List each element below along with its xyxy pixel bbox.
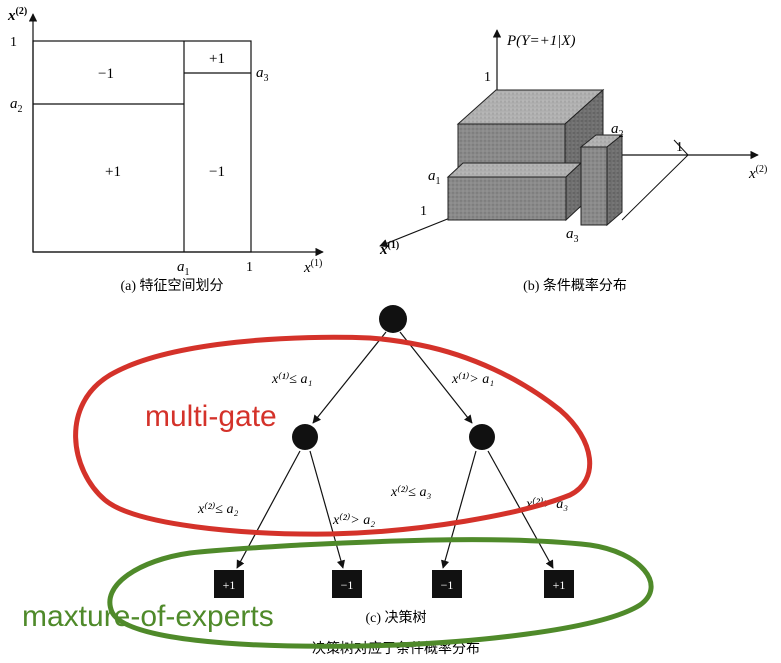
red-label-multi-gate: multi-gate bbox=[145, 400, 277, 433]
tree-edge-label-root-left: x⁽¹⁾≤ a₁ bbox=[271, 372, 312, 387]
tree-edge-label-root-right: x⁽¹⁾> a₁ bbox=[451, 372, 494, 387]
panel-a-x-axis-label: x(1) bbox=[303, 258, 322, 276]
panel-b-x1-axis-label: x(1) bbox=[379, 240, 399, 258]
tree-node-left bbox=[292, 424, 318, 450]
panel-b-tick-a1: a1 bbox=[428, 168, 441, 187]
tree-root-node bbox=[379, 305, 407, 333]
tree-leaf-3 bbox=[432, 570, 462, 598]
panel-b-x2-tick bbox=[673, 139, 689, 156]
panel-a-feature-space: x(2) 1 a2 a1 1 a3 x(1) −1 +1 +1 −1 (a) 特… bbox=[7, 6, 324, 294]
panel-a-tick-x-1: 1 bbox=[246, 260, 253, 275]
panel-b-block-slab-side bbox=[606, 133, 623, 227]
panel-b-tick-x2-1: 1 bbox=[676, 140, 683, 155]
tree-edge-root-right bbox=[399, 331, 473, 424]
tree-leaf-4 bbox=[544, 570, 574, 598]
panel-a-region-box bbox=[32, 40, 252, 253]
panel-b-caption: (b) 条件概率分布 bbox=[523, 277, 627, 294]
panel-b-z-axis-label: P(Y=+1|X) bbox=[506, 33, 576, 49]
tree-edge-right-left bbox=[441, 450, 477, 569]
panel-a-y-axis-label: x(2) bbox=[7, 6, 27, 24]
panel-a-tick-y-a2: a2 bbox=[10, 96, 23, 115]
green-loop-experts bbox=[107, 537, 654, 649]
panel-a-region-bottom-right: −1 bbox=[209, 164, 225, 180]
tree-edge-root-left bbox=[312, 331, 387, 424]
tree-leaf-4-label: +1 bbox=[553, 578, 566, 592]
tree-edge-label-left-left: x⁽²⁾≤ a₂ bbox=[197, 502, 238, 517]
panel-c-decision-tree: +1 −1 −1 +1 x⁽¹⁾≤ a₁ x⁽¹⁾> a₁ x⁽²⁾≤ a₂ x… bbox=[197, 305, 574, 657]
panel-b-conditional-probability: P(Y=+1|X) 1 a2 1 x(2) a1 1 a3 x(1) (b) 条… bbox=[379, 29, 767, 294]
panel-b-floor-edge bbox=[621, 154, 689, 221]
tree-leaf-3-label: −1 bbox=[441, 578, 454, 592]
panel-a-tick-x-a1: a1 bbox=[177, 259, 190, 278]
green-label-experts: maxture-of-experts bbox=[22, 600, 274, 633]
panel-b-block-low-front bbox=[447, 176, 567, 221]
tree-leaf-1 bbox=[214, 570, 244, 598]
tree-leaf-2 bbox=[332, 570, 362, 598]
panel-b-tick-a2: a2 bbox=[611, 121, 624, 140]
panel-b-tick-a3: a3 bbox=[566, 226, 579, 245]
panel-b-tick-z-1: 1 bbox=[484, 70, 491, 85]
tree-edge-left-right bbox=[309, 450, 345, 569]
panel-a-region-bottom-left: +1 bbox=[105, 164, 121, 180]
tree-leaf-1-label: +1 bbox=[223, 578, 236, 592]
panel-a-tick-a3: a3 bbox=[256, 65, 269, 84]
panel-a-tick-y-1: 1 bbox=[10, 35, 17, 50]
panel-c-caption: (c) 决策树 bbox=[365, 609, 426, 626]
panel-b-x2-axis-label: x(2) bbox=[748, 164, 767, 182]
panel-b-x1-axis bbox=[379, 217, 451, 248]
panel-a-region-top-right: +1 bbox=[209, 51, 225, 67]
red-loop-multi-gate bbox=[73, 334, 593, 537]
panel-a-caption: (a) 特征空间划分 bbox=[120, 278, 223, 294]
tree-leaf-2-label: −1 bbox=[341, 578, 354, 592]
tree-edge-label-right-left: x⁽²⁾≤ a₃ bbox=[390, 485, 431, 500]
tree-node-right bbox=[469, 424, 495, 450]
panel-a-region-top-left: −1 bbox=[98, 66, 114, 82]
tree-edge-label-left-right: x⁽²⁾> a₂ bbox=[332, 513, 375, 528]
panel-b-block-low-top bbox=[446, 162, 583, 178]
annotations: multi-gate maxture-of-experts bbox=[22, 334, 654, 649]
panel-b-block-slab-front bbox=[580, 146, 608, 226]
panel-b-tick-x1-1: 1 bbox=[420, 204, 427, 219]
